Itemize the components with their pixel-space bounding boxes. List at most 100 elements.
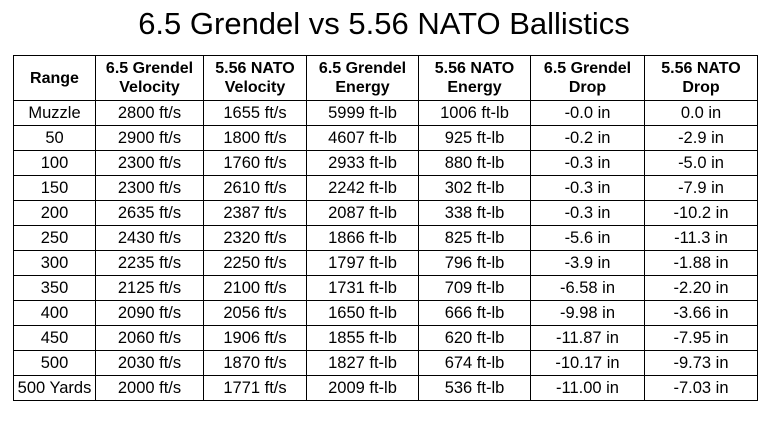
- column-header-grendel-drop: 6.5 Grendel Drop: [530, 55, 645, 101]
- table-cell: 1650 ft-lb: [306, 300, 419, 326]
- table-cell: 2090 ft/s: [95, 300, 204, 326]
- table-row: 450 2060 ft/s 1906 ft/s 1855 ft-lb 620 f…: [13, 325, 758, 351]
- table-cell: -7.9 in: [644, 175, 758, 201]
- table-cell: 200: [13, 200, 96, 226]
- column-header-line: Velocity: [224, 79, 286, 96]
- table-row: 500 2030 ft/s 1870 ft/s 1827 ft-lb 674 f…: [13, 350, 758, 376]
- column-header-grendel-energy: 6.5 Grendel Energy: [306, 55, 419, 101]
- column-header-line: Energy: [447, 79, 502, 96]
- table-cell: -2.9 in: [644, 125, 758, 151]
- header-row: Range 6.5 Grendel Velocity 5.56 NATO Vel…: [13, 55, 758, 101]
- table-cell: 2125 ft/s: [95, 275, 204, 301]
- column-header-line: Velocity: [119, 79, 180, 96]
- table-cell: 1006 ft-lb: [418, 100, 531, 126]
- table-row: 200 2635 ft/s 2387 ft/s 2087 ft-lb 338 f…: [13, 200, 758, 226]
- table-row: 500 Yards 2000 ft/s 1771 ft/s 2009 ft-lb…: [13, 375, 758, 401]
- table-cell: 250: [13, 225, 96, 251]
- table-cell: 4607 ft-lb: [306, 125, 419, 151]
- table-cell: 1870 ft/s: [203, 350, 307, 376]
- table-cell: 1800 ft/s: [203, 125, 307, 151]
- table-cell: 2387 ft/s: [203, 200, 307, 226]
- table-cell: 536 ft-lb: [418, 375, 531, 401]
- table-cell: 709 ft-lb: [418, 275, 531, 301]
- table-cell: 1655 ft/s: [203, 100, 307, 126]
- column-header-line: 6.5 Grendel: [543, 60, 632, 77]
- table-cell: -7.03 in: [644, 375, 758, 401]
- page-title: 6.5 Grendel vs 5.56 NATO Ballistics: [138, 6, 630, 41]
- table-cell: 1866 ft-lb: [306, 225, 419, 251]
- table-cell: -0.3 in: [530, 200, 645, 226]
- table-row: 300 2235 ft/s 2250 ft/s 1797 ft-lb 796 f…: [13, 250, 758, 276]
- column-header-line: 6.5 Grendel: [105, 60, 194, 77]
- table-row: Muzzle 2800 ft/s 1655 ft/s 5999 ft-lb 10…: [13, 100, 758, 126]
- table-cell: 1906 ft/s: [203, 325, 307, 351]
- table-cell: -5.0 in: [644, 150, 758, 176]
- table-cell: 500 Yards: [13, 375, 96, 401]
- table-cell: -6.58 in: [530, 275, 645, 301]
- table-cell: 150: [13, 175, 96, 201]
- table-row: 250 2430 ft/s 2320 ft/s 1866 ft-lb 825 f…: [13, 225, 758, 251]
- table-cell: -0.3 in: [530, 175, 645, 201]
- table-cell: 2320 ft/s: [203, 225, 307, 251]
- table-row: 50 2900 ft/s 1800 ft/s 4607 ft-lb 925 ft…: [13, 125, 758, 151]
- table-cell: 2000 ft/s: [95, 375, 204, 401]
- table-cell: 880 ft-lb: [418, 150, 531, 176]
- table-row: 350 2125 ft/s 2100 ft/s 1731 ft-lb 709 f…: [13, 275, 758, 301]
- table-cell: 302 ft-lb: [418, 175, 531, 201]
- table-cell: 2635 ft/s: [95, 200, 204, 226]
- table-cell: 2800 ft/s: [95, 100, 204, 126]
- table-cell: 2056 ft/s: [203, 300, 307, 326]
- table-cell: 1760 ft/s: [203, 150, 307, 176]
- table-cell: 2900 ft/s: [95, 125, 204, 151]
- table-cell: 500: [13, 350, 96, 376]
- table-cell: 2933 ft-lb: [306, 150, 419, 176]
- column-header-nato-energy: 5.56 NATO Energy: [418, 55, 531, 101]
- table-cell: 796 ft-lb: [418, 250, 531, 276]
- table-cell: -11.87 in: [530, 325, 645, 351]
- table-cell: 2430 ft/s: [95, 225, 204, 251]
- column-header-line: 6.5 Grendel: [318, 60, 407, 77]
- table-cell: 300: [13, 250, 96, 276]
- table-cell: -3.66 in: [644, 300, 758, 326]
- table-cell: -5.6 in: [530, 225, 645, 251]
- table-cell: 2009 ft-lb: [306, 375, 419, 401]
- table-cell: 5999 ft-lb: [306, 100, 419, 126]
- table-cell: 2300 ft/s: [95, 175, 204, 201]
- table-cell: 2087 ft-lb: [306, 200, 419, 226]
- table-cell: -1.88 in: [644, 250, 758, 276]
- table-cell: 925 ft-lb: [418, 125, 531, 151]
- table-cell: 2235 ft/s: [95, 250, 204, 276]
- table-cell: -11.00 in: [530, 375, 645, 401]
- table-cell: -10.17 in: [530, 350, 645, 376]
- table-cell: 1731 ft-lb: [306, 275, 419, 301]
- table-cell: -3.9 in: [530, 250, 645, 276]
- table-cell: -9.73 in: [644, 350, 758, 376]
- table-cell: 2242 ft-lb: [306, 175, 419, 201]
- column-header-line: Drop: [568, 79, 607, 96]
- table-cell: 2060 ft/s: [95, 325, 204, 351]
- table-cell: 2610 ft/s: [203, 175, 307, 201]
- table-cell: -10.2 in: [644, 200, 758, 226]
- table-cell: 1827 ft-lb: [306, 350, 419, 376]
- table-cell: -11.3 in: [644, 225, 758, 251]
- table-cell: 674 ft-lb: [418, 350, 531, 376]
- table-cell: 2300 ft/s: [95, 150, 204, 176]
- table-cell: -9.98 in: [530, 300, 645, 326]
- column-header-line: Drop: [682, 79, 720, 96]
- ballistics-table: Range 6.5 Grendel Velocity 5.56 NATO Vel…: [13, 55, 758, 401]
- column-header-nato-velocity: 5.56 NATO Velocity: [203, 55, 307, 101]
- table-cell: 2100 ft/s: [203, 275, 307, 301]
- table-cell: -0.0 in: [530, 100, 645, 126]
- table-cell: 338 ft-lb: [418, 200, 531, 226]
- table-cell: 1855 ft-lb: [306, 325, 419, 351]
- table-cell: 400: [13, 300, 96, 326]
- column-header-nato-drop: 5.56 NATO Drop: [644, 55, 758, 101]
- table-cell: 0.0 in: [644, 100, 758, 126]
- table-cell: -2.20 in: [644, 275, 758, 301]
- table-row: 400 2090 ft/s 2056 ft/s 1650 ft-lb 666 f…: [13, 300, 758, 326]
- table-cell: 1771 ft/s: [203, 375, 307, 401]
- table-cell: -0.2 in: [530, 125, 645, 151]
- column-header-line: 5.56 NATO: [215, 60, 295, 77]
- column-header-line: Range: [30, 69, 79, 87]
- column-header-range: Range: [13, 55, 96, 101]
